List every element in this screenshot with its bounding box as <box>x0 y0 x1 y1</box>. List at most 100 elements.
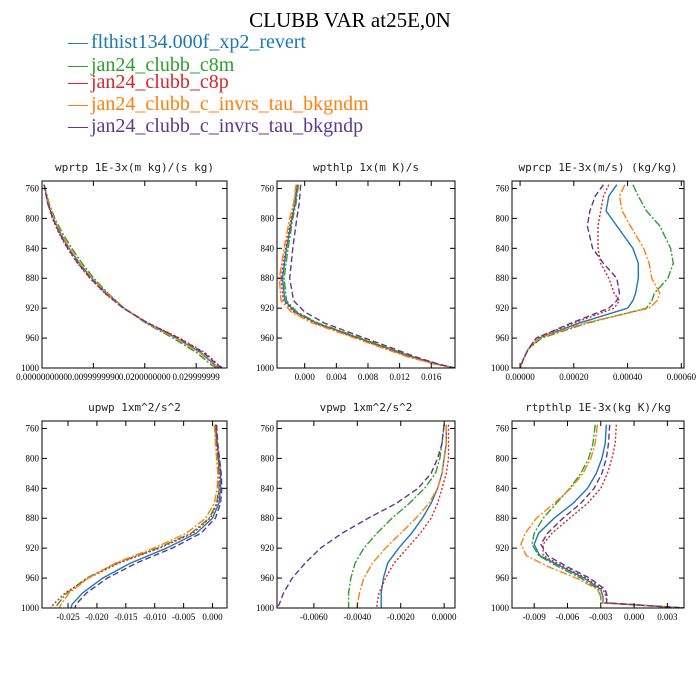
panel-title: wprtp 1E-3x(m kg)/(s kg) <box>55 161 214 174</box>
series-line <box>531 424 684 608</box>
x-tick-label: -0.010 <box>143 612 167 622</box>
legend-label: jan24_clubb_c_invrs_tau_bkgndm <box>90 93 369 115</box>
series-line <box>533 424 684 608</box>
series-line <box>288 184 455 368</box>
legend-label: jan24_clubb_c_invrs_tau_bkgndp <box>90 115 363 137</box>
chart-panel: upwp 1xm^2/s^2 760 800 840 880 920 960 1000 -0.0… <box>21 401 228 622</box>
chart-panel: vpwp 1xm^2/s^2 760 800 840 880 920 960 1000 -0.0… <box>256 401 457 622</box>
chart-panel: rtpthlp 1E-3x(kg K)/kg 760 800 840 880 920 960… <box>491 401 685 622</box>
series-line <box>50 424 221 608</box>
x-tick-label: -0.0020 <box>387 612 415 622</box>
legend: — flthist134.000f_xp2_revert — jan24_clu… <box>67 31 369 137</box>
x-tick-label: 0.00060 <box>667 372 697 382</box>
y-tick-label: 800 <box>496 213 510 223</box>
y-tick-label: 800 <box>496 453 510 463</box>
y-tick-label: 760 <box>261 423 275 433</box>
y-tick-label: 760 <box>26 423 40 433</box>
x-tick-label: 0.0000 <box>432 612 457 622</box>
y-tick-label: 920 <box>261 543 275 553</box>
y-tick-label: 1000 <box>21 603 40 613</box>
x-tick-label: 0.0000000000 <box>16 372 68 382</box>
series-line <box>520 424 684 608</box>
series-line <box>43 184 220 368</box>
series-line <box>70 424 222 608</box>
x-tick-label: 0.00000 <box>505 372 535 382</box>
y-tick-label: 880 <box>496 513 510 523</box>
series-group <box>519 184 675 368</box>
plot-frame <box>276 180 456 369</box>
x-tick-label: 0.012 <box>389 372 409 382</box>
panels: wprtp 1E-3x(m kg)/(s kg) 760 800 840 880 920 9… <box>16 161 696 622</box>
legend-symbol: — <box>67 93 89 115</box>
x-tick-label: -0.020 <box>85 612 109 622</box>
series-line <box>74 424 223 608</box>
legend-symbol: — <box>67 54 89 76</box>
y-tick-label: 960 <box>26 333 40 343</box>
plot-frame <box>511 420 685 609</box>
x-tick-label: 0.0200000000 <box>119 372 171 382</box>
y-tick-label: 760 <box>496 423 510 433</box>
y-tick-label: 800 <box>261 453 275 463</box>
y-tick-label: 920 <box>496 303 510 313</box>
y-tick-label: 760 <box>26 183 40 193</box>
y-tick-label: 800 <box>261 213 275 223</box>
plot-frame <box>276 420 456 609</box>
y-tick-label: 840 <box>26 483 40 493</box>
panel-title: vpwp 1xm^2/s^2 <box>320 401 413 414</box>
y-tick-label: 840 <box>496 483 510 493</box>
x-tick-label: 0.000 <box>295 372 316 382</box>
x-tick-label: -0.0060 <box>300 612 328 622</box>
y-tick-label: 760 <box>496 183 510 193</box>
y-tick-label: 1000 <box>256 603 275 613</box>
series-line <box>280 184 455 368</box>
y-tick-label: 880 <box>26 513 40 523</box>
chart-panel: wprcp 1E-3x(m/s) (kg/kg) 760 800 840 880 920 9… <box>491 161 696 382</box>
y-tick-label: 960 <box>261 573 275 583</box>
chart-panel: wpthlp 1x(m K)/s 760 800 840 880 920 960 1000 0.… <box>256 161 456 382</box>
series-line <box>43 184 224 368</box>
x-tick-label: -0.009 <box>523 612 547 622</box>
series-line <box>283 184 455 368</box>
series-line <box>356 424 447 608</box>
x-tick-label: 0.008 <box>358 372 379 382</box>
series-line <box>54 424 220 608</box>
y-tick-label: 880 <box>261 513 275 523</box>
series-line <box>347 424 445 608</box>
plot-frame <box>41 420 228 609</box>
x-tick-label: -0.006 <box>556 612 580 622</box>
legend-entry: — jan24_clubb_c8p <box>67 71 229 93</box>
panel-title: upwp 1xm^2/s^2 <box>88 401 181 414</box>
y-tick-label: 760 <box>261 183 275 193</box>
x-tick-label: 0.029999999 <box>173 372 221 382</box>
y-tick-label: 920 <box>26 303 40 313</box>
legend-label: flthist134.000f_xp2_revert <box>91 31 306 53</box>
legend-symbol: — <box>67 71 89 93</box>
series-line <box>542 424 684 608</box>
series-group <box>277 424 450 608</box>
legend-label: jan24_clubb_c8m <box>90 54 235 76</box>
y-tick-label: 960 <box>496 333 510 343</box>
x-tick-label: 0.00020 <box>559 372 589 382</box>
y-tick-label: 800 <box>26 213 40 223</box>
series-line <box>43 184 218 368</box>
legend-entry: — jan24_clubb_c_invrs_tau_bkgndm <box>67 93 369 115</box>
series-line <box>278 184 455 368</box>
y-tick-label: 880 <box>261 273 275 283</box>
y-tick-label: 920 <box>261 303 275 313</box>
legend-entry: — jan24_clubb_c_invrs_tau_bkgndp <box>67 115 363 137</box>
x-tick-label: 0.016 <box>421 372 442 382</box>
series-line <box>519 184 661 368</box>
legend-label: jan24_clubb_c8p <box>90 71 229 93</box>
y-tick-label: 920 <box>26 543 40 553</box>
x-tick-label: -0.003 <box>589 612 613 622</box>
x-tick-label: -0.015 <box>114 612 138 622</box>
y-tick-label: 920 <box>496 543 510 553</box>
y-tick-label: 1000 <box>491 363 510 373</box>
plot-frame <box>41 180 228 369</box>
x-tick-label: 0.000 <box>624 612 645 622</box>
x-tick-label: 0.000 <box>202 612 223 622</box>
series-line <box>376 424 450 608</box>
y-tick-label: 1000 <box>256 363 275 373</box>
figure-title: CLUBB VAR at25E,0N <box>249 8 451 32</box>
y-tick-label: 800 <box>26 453 40 463</box>
